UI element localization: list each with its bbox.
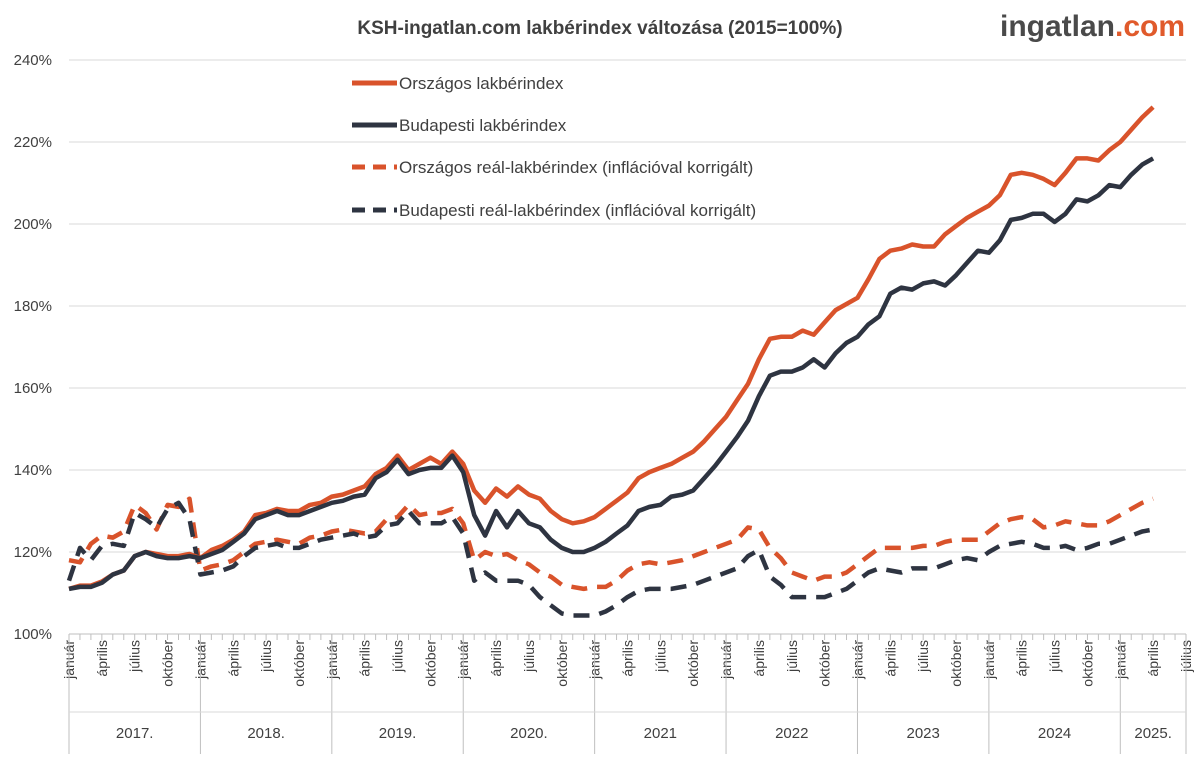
x-month-label: október xyxy=(291,640,307,687)
y-axis: 100% 120% 140% 160% 180% 200% 220% 240% xyxy=(14,52,52,643)
logo-text-ingatlan: ingatlan xyxy=(1000,10,1115,43)
x-year-label: 2021 xyxy=(644,725,677,742)
logo-text-com: .com xyxy=(1115,10,1185,43)
legend-label: Országos reál-lakbérindex (inflációval k… xyxy=(399,158,753,177)
gridlines xyxy=(69,59,1186,635)
x-month-label: április xyxy=(882,640,898,677)
x-month-label: július xyxy=(1047,640,1063,673)
x-month-label: április xyxy=(488,640,504,677)
y-tick-label: 120% xyxy=(14,544,52,561)
x-month-label: július xyxy=(652,640,668,673)
x-year-label: 2020. xyxy=(510,725,548,742)
x-month-label: október xyxy=(422,640,438,687)
legend-label: Országos lakbérindex xyxy=(399,74,564,93)
x-month-label: október xyxy=(817,640,833,687)
x-month-label: október xyxy=(160,640,176,687)
legend-label: Budapesti lakbérindex xyxy=(399,116,567,135)
x-month-label: április xyxy=(1014,640,1030,677)
x-year-label: 2024 xyxy=(1038,725,1071,742)
x-month-label: július xyxy=(521,640,537,673)
x-month-label: október xyxy=(554,640,570,687)
x-month-label: április xyxy=(357,640,373,677)
x-month-label: április xyxy=(225,640,241,677)
x-month-label: július xyxy=(784,640,800,673)
x-year-label: 2022 xyxy=(775,725,808,742)
series-line-4 xyxy=(66,500,1154,618)
x-year-label: 2019. xyxy=(379,725,417,742)
x-month-label: július xyxy=(258,640,274,673)
x-year-label: 2023 xyxy=(906,725,939,742)
y-tick-label: 140% xyxy=(14,462,52,479)
y-tick-label: 220% xyxy=(14,134,52,151)
legend: Országos lakbérindex Budapesti lakbérinde… xyxy=(352,74,756,220)
x-year-label: 2025. xyxy=(1134,725,1172,742)
x-month-label: október xyxy=(1079,640,1095,687)
x-year-label: 2017. xyxy=(116,725,154,742)
x-month-label: július xyxy=(390,640,406,673)
x-month-label: július xyxy=(127,640,143,673)
y-tick-label: 240% xyxy=(14,52,52,69)
x-month-label: április xyxy=(620,640,636,677)
plot-series xyxy=(66,105,1155,618)
x-month-label: július xyxy=(915,640,931,673)
x-month-label: április xyxy=(94,640,110,677)
y-tick-label: 200% xyxy=(14,216,52,233)
series-line-1 xyxy=(68,105,1155,592)
series-line-3 xyxy=(68,496,1154,592)
chart-title: KSH-ingatlan.com lakbérindex változása (… xyxy=(357,18,842,39)
x-month-label: október xyxy=(685,640,701,687)
x-year-label: 2018. xyxy=(247,725,285,742)
series-line-2 xyxy=(68,156,1155,592)
x-month-label: április xyxy=(1145,640,1161,677)
svg-text:ingatlan.com: ingatlan.com xyxy=(1000,10,1185,43)
y-tick-label: 100% xyxy=(14,626,52,643)
brand-logo: ingatlan.com xyxy=(1000,10,1185,43)
y-tick-label: 180% xyxy=(14,298,52,315)
x-month-label: október xyxy=(948,640,964,687)
y-tick-label: 160% xyxy=(14,380,52,397)
x-month-label: április xyxy=(751,640,767,677)
legend-label: Budapesti reál-lakbérindex (inflációval … xyxy=(399,201,756,220)
